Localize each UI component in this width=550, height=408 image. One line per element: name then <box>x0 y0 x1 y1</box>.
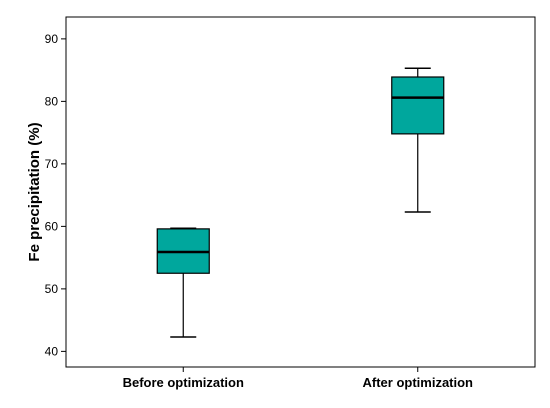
y-tick-label: 90 <box>45 32 59 46</box>
y-tick-label: 40 <box>45 344 59 358</box>
y-axis: 40 50 60 70 80 90 <box>45 32 66 358</box>
y-tick-label: 70 <box>45 157 59 171</box>
x-category-label: After optimization <box>363 375 474 390</box>
y-tick-label: 80 <box>45 94 59 108</box>
x-category-label: Before optimization <box>123 375 244 390</box>
plot-frame <box>65 16 536 368</box>
boxes <box>156 67 445 338</box>
y-axis-title: Fe precipitation (%) <box>26 122 43 261</box>
box-after-optimization <box>391 76 445 135</box>
x-axis: Before optimization After optimization <box>123 367 473 390</box>
y-tick-label: 50 <box>45 282 59 296</box>
y-tick-label: 60 <box>45 219 59 233</box>
